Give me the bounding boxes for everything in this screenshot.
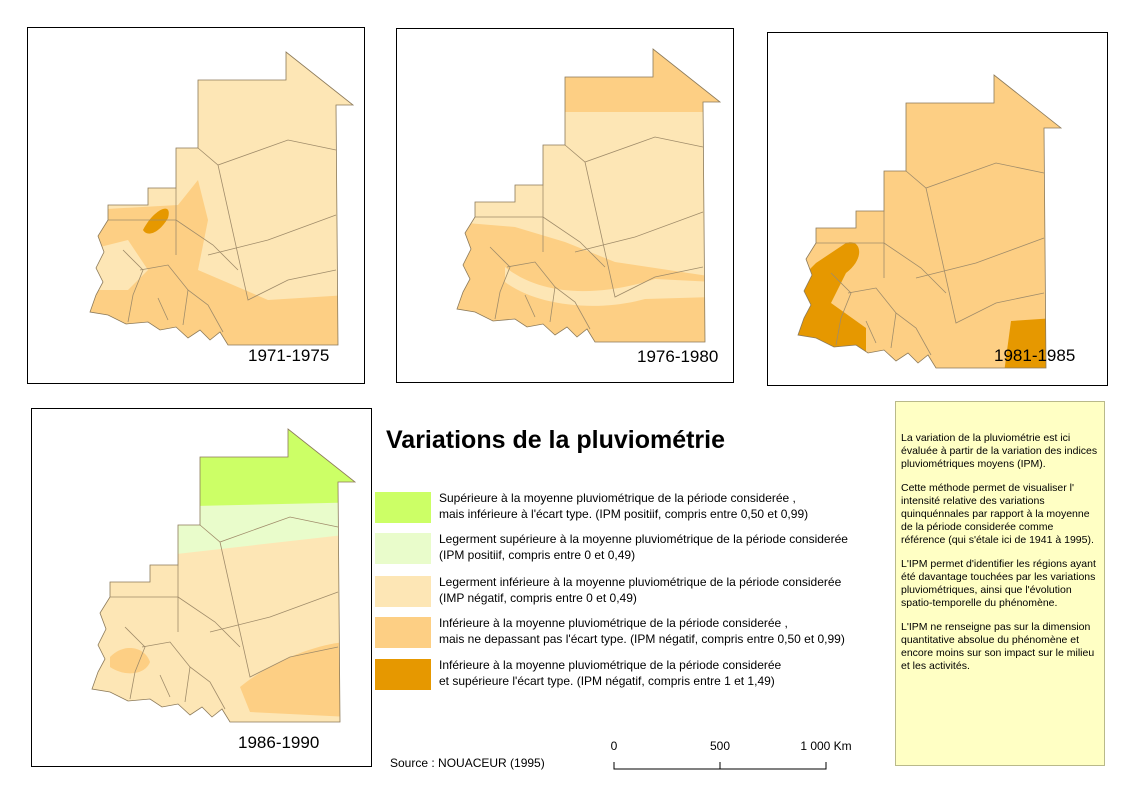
legend-swatch xyxy=(375,576,431,607)
map-panel-1971-1975: 1971-1975 xyxy=(27,27,365,384)
legend-line: (IMP négatif, compris entre 0 et 0,49) xyxy=(439,591,637,605)
map-period-label: 1976-1980 xyxy=(637,347,719,366)
info-paragraph: Cette méthode permet de visualiser l' in… xyxy=(901,482,1094,546)
legend-text: Supérieure à la moyenne pluviométrique d… xyxy=(439,490,808,522)
legend-text: Legerment supérieure à la moyenne pluvio… xyxy=(439,531,848,563)
map-1986-1990 xyxy=(91,428,356,723)
source-note: Source : NOUACEUR (1995) xyxy=(390,756,545,770)
info-paragraph: L'IPM ne renseigne pas sur la dimension … xyxy=(901,621,1095,672)
legend-line: mais inférieure à l'écart type. (IPM pos… xyxy=(439,507,809,521)
legend-title: Variations de la pluviométrie xyxy=(386,426,726,454)
map-panel-1981-1985: 1981-1985 xyxy=(767,32,1108,386)
map-panel-1976-1980: 1976-1980 xyxy=(396,28,734,383)
legend-swatch xyxy=(375,533,431,564)
scale-line xyxy=(613,762,827,770)
map-period-label: 1981-1985 xyxy=(994,346,1076,365)
info-paragraph: La variation de la pluviométrie est ici … xyxy=(901,432,1098,470)
legend-swatch xyxy=(375,492,431,523)
map-period-label: 1986-1990 xyxy=(238,733,320,752)
legend-line: mais ne depassant pas l'écart type. (IPM… xyxy=(439,632,845,646)
info-paragraph: L'IPM permet d'identifier les régions ay… xyxy=(901,558,1096,609)
legend-line: et supérieure l'écart type. (IPM négatif… xyxy=(439,674,775,688)
map-period-label: 1971-1975 xyxy=(248,346,330,365)
legend-line: Legerment supérieure à la moyenne pluvio… xyxy=(439,532,848,546)
info-box: La variation de la pluviométrie est ici … xyxy=(895,401,1105,766)
map-panel-1986-1990: 1986-1990 xyxy=(31,408,372,767)
legend-line: Supérieure à la moyenne pluviométrique d… xyxy=(439,491,796,505)
legend-line: (IPM positiif, compris entre 0 et 0,49) xyxy=(439,548,636,562)
map-1976-1980 xyxy=(456,48,721,343)
scale-label: 500 xyxy=(710,739,730,753)
scale-label: 0 xyxy=(611,739,618,753)
legend-text: Legerment inférieure à la moyenne pluvio… xyxy=(439,574,841,606)
map-1981-1985 xyxy=(797,74,1062,369)
scale-label: 1 000 Km xyxy=(800,739,851,753)
legend-text: Inférieure à la moyenne pluviométrique d… xyxy=(439,657,781,689)
legend-swatch xyxy=(375,659,431,690)
legend-line: Inférieure à la moyenne pluviométrique d… xyxy=(439,616,788,630)
map-1971-1975 xyxy=(89,51,354,346)
scale-bar: 0 500 1 000 Km xyxy=(611,739,852,770)
legend-swatch xyxy=(375,617,431,648)
legend-text: Inférieure à la moyenne pluviométrique d… xyxy=(439,615,845,647)
legend-line: Inférieure à la moyenne pluviométrique d… xyxy=(439,658,782,672)
legend-line: Legerment inférieure à la moyenne pluvio… xyxy=(439,575,842,589)
